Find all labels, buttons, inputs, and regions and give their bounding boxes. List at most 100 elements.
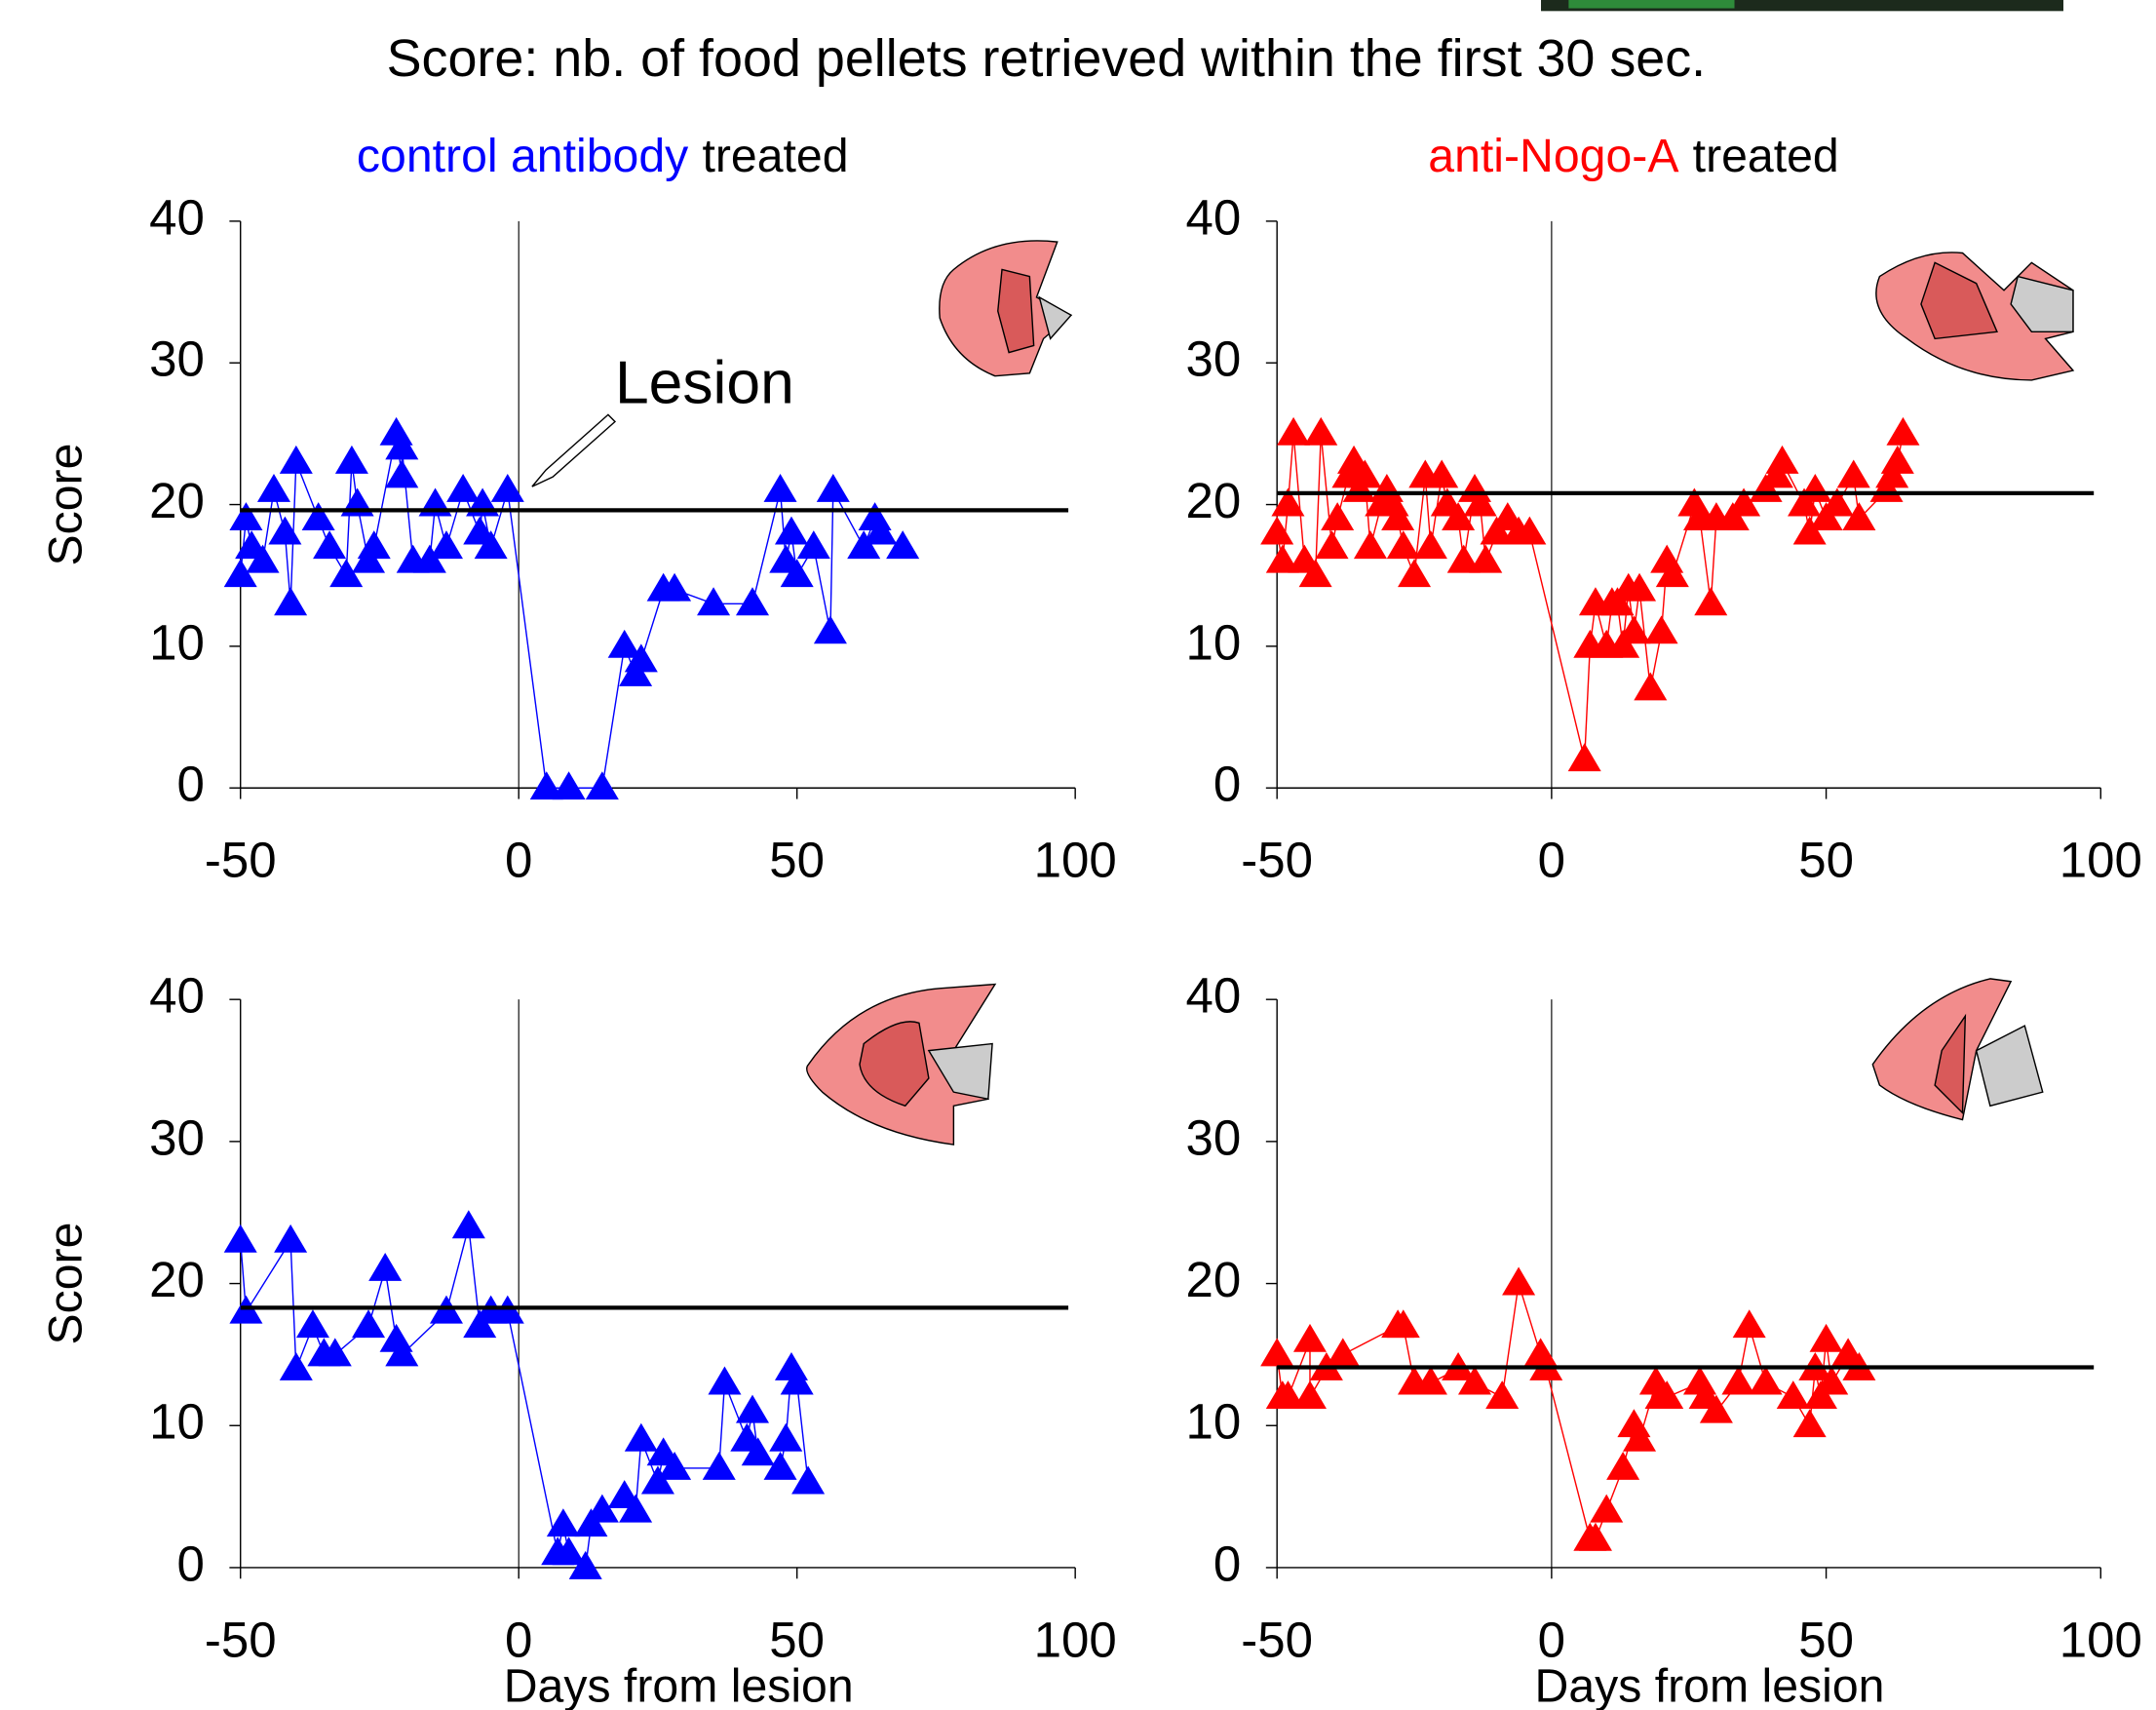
marker	[585, 1494, 619, 1523]
y-tick-label: 10	[1186, 614, 1242, 670]
marker	[1606, 1451, 1640, 1480]
marker	[1623, 1422, 1657, 1452]
marker	[1798, 474, 1832, 502]
y-tick-label: 30	[149, 1109, 205, 1165]
marker	[1875, 459, 1909, 488]
marker	[256, 474, 290, 502]
marker	[1600, 587, 1635, 616]
marker	[352, 544, 386, 573]
marker	[1271, 1380, 1305, 1410]
panel-title: anti-Nogo-A treated	[1428, 130, 1838, 182]
marker	[1880, 445, 1914, 474]
marker	[640, 1465, 674, 1495]
marker	[1578, 1522, 1612, 1551]
marker	[1265, 544, 1299, 573]
marker	[1809, 502, 1843, 530]
y-tick-label: 0	[1213, 1535, 1241, 1591]
marker	[1260, 516, 1294, 545]
marker	[357, 530, 391, 560]
panel-title-part: control antibody	[357, 130, 688, 182]
marker	[1457, 1366, 1492, 1395]
marker	[1842, 502, 1876, 530]
panel-title-part: treated	[702, 130, 848, 182]
marker	[1623, 572, 1657, 602]
marker	[735, 587, 770, 616]
x-tick-label: 50	[769, 1612, 825, 1667]
marker	[624, 1422, 658, 1452]
marker	[274, 587, 308, 616]
marker	[702, 1451, 736, 1480]
x-tick-label: 50	[1798, 1612, 1854, 1667]
marker	[735, 1394, 770, 1423]
marker	[552, 771, 586, 800]
marker	[619, 657, 653, 686]
marker	[1298, 559, 1332, 588]
x-tick-label: 50	[1798, 833, 1854, 888]
x-tick-label: -50	[205, 1612, 277, 1667]
marker	[268, 516, 302, 545]
marker	[1590, 1494, 1624, 1523]
y-tick-label: 20	[149, 1252, 205, 1307]
marker	[697, 587, 731, 616]
marker	[864, 516, 898, 545]
marker	[1749, 1366, 1783, 1395]
marker	[1386, 530, 1420, 560]
x-tick-label: 0	[1538, 1612, 1565, 1667]
marker	[1463, 487, 1497, 517]
marker	[619, 1494, 653, 1523]
x-tick-label: 100	[1034, 1612, 1117, 1667]
marker	[474, 530, 508, 560]
marker	[1277, 416, 1311, 446]
marker	[813, 615, 847, 644]
marker	[1260, 1338, 1294, 1367]
marker	[446, 474, 481, 502]
marker	[274, 1224, 308, 1253]
x-tick-label: -50	[1241, 833, 1313, 888]
marker	[780, 559, 814, 588]
marker	[1425, 459, 1459, 488]
panel-title-part: treated	[1693, 130, 1839, 182]
marker	[796, 530, 830, 560]
y-tick-label: 40	[1186, 968, 1242, 1024]
x-axis-label: Days from lesion	[1535, 1659, 1885, 1710]
marker	[1759, 459, 1793, 488]
marker	[1446, 544, 1481, 573]
marker	[1617, 615, 1651, 644]
series-line	[240, 1226, 809, 1570]
panel-title: control antibody treated	[357, 130, 849, 182]
marker	[223, 559, 257, 588]
marker	[1485, 1380, 1520, 1410]
marker	[1513, 516, 1547, 545]
marker	[1836, 459, 1870, 488]
photo-detail	[1568, 0, 1735, 9]
marker	[624, 643, 658, 673]
marker	[1792, 516, 1827, 545]
marker	[847, 530, 881, 560]
marker	[246, 544, 280, 573]
marker	[568, 1550, 602, 1579]
marker	[1353, 530, 1387, 560]
marker	[1727, 487, 1761, 517]
marker	[769, 1422, 803, 1452]
marker	[1721, 1366, 1755, 1395]
marker	[279, 1351, 313, 1380]
x-tick-label: 100	[1034, 833, 1117, 888]
marker	[279, 445, 313, 474]
marker	[1699, 1394, 1733, 1423]
y-tick-label: 0	[1213, 757, 1241, 812]
marker	[741, 1437, 775, 1466]
series-line	[1276, 1283, 1860, 1540]
marker	[385, 459, 419, 488]
x-tick-label: -50	[205, 833, 277, 888]
marker	[1386, 1309, 1420, 1339]
y-tick-label: 40	[149, 189, 205, 245]
x-tick-label: 0	[505, 1612, 532, 1667]
marker	[780, 1366, 814, 1395]
marker	[1348, 459, 1382, 488]
marker	[1271, 487, 1305, 517]
y-axis-label: Score	[40, 444, 93, 566]
marker	[301, 502, 335, 530]
y-tick-label: 10	[149, 614, 205, 670]
marker	[313, 530, 347, 560]
